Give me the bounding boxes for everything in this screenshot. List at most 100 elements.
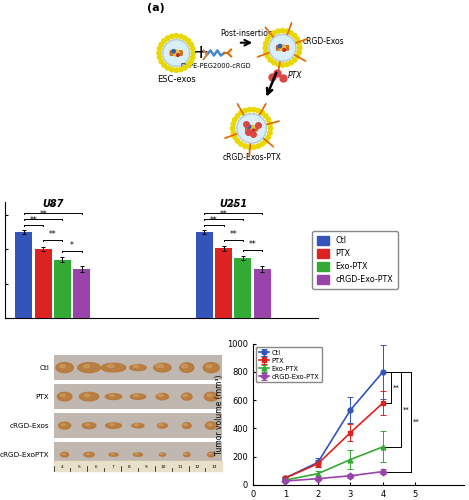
Ellipse shape (57, 392, 72, 401)
Circle shape (231, 130, 235, 135)
FancyBboxPatch shape (246, 126, 257, 130)
Circle shape (247, 145, 251, 150)
Circle shape (159, 42, 164, 46)
Bar (234, 258, 251, 318)
Ellipse shape (135, 424, 138, 426)
Circle shape (289, 60, 293, 65)
Circle shape (233, 135, 237, 140)
Circle shape (189, 42, 193, 46)
Text: PTX: PTX (35, 394, 49, 400)
Ellipse shape (208, 424, 212, 426)
Text: DSPE-PEG2000-cRGD: DSPE-PEG2000-cRGD (180, 64, 251, 70)
Ellipse shape (133, 453, 143, 456)
Circle shape (159, 60, 164, 64)
Circle shape (256, 144, 261, 148)
Ellipse shape (180, 363, 194, 372)
Ellipse shape (136, 453, 138, 454)
Circle shape (268, 58, 272, 62)
Circle shape (178, 68, 183, 72)
Ellipse shape (61, 452, 68, 457)
Circle shape (280, 63, 285, 67)
Bar (215, 248, 232, 318)
Text: 7: 7 (111, 464, 114, 468)
Circle shape (297, 46, 302, 50)
Circle shape (265, 37, 270, 42)
Circle shape (166, 36, 170, 40)
Circle shape (285, 29, 289, 34)
Circle shape (283, 48, 286, 51)
Ellipse shape (182, 393, 192, 400)
Circle shape (157, 51, 161, 55)
Legend: Ctl, PTX, Exo-PTX, cRGD-Exo-PTX: Ctl, PTX, Exo-PTX, cRGD-Exo-PTX (312, 231, 398, 289)
Ellipse shape (134, 394, 138, 396)
Circle shape (237, 114, 266, 143)
Text: U251: U251 (219, 198, 247, 208)
Circle shape (174, 34, 178, 38)
Circle shape (235, 114, 240, 118)
Ellipse shape (203, 362, 219, 372)
Circle shape (264, 114, 268, 118)
FancyBboxPatch shape (277, 46, 288, 50)
Text: **: ** (229, 230, 237, 239)
Text: cRGD-ExoPTX: cRGD-ExoPTX (0, 452, 49, 458)
Ellipse shape (130, 394, 145, 400)
Circle shape (276, 62, 280, 66)
Text: 4: 4 (61, 464, 63, 468)
Circle shape (166, 66, 170, 70)
Ellipse shape (84, 452, 94, 457)
Ellipse shape (154, 364, 171, 372)
Circle shape (182, 36, 187, 40)
Text: cRGD-Exos-PTX: cRGD-Exos-PTX (222, 154, 281, 162)
Text: **: ** (413, 418, 419, 424)
Circle shape (190, 55, 195, 60)
Bar (53, 461, 222, 471)
Circle shape (285, 62, 289, 66)
Text: Ctl: Ctl (39, 364, 49, 370)
Circle shape (162, 38, 166, 43)
Bar (53, 355, 222, 380)
Circle shape (289, 31, 293, 35)
Circle shape (266, 118, 271, 122)
Ellipse shape (108, 364, 114, 368)
Bar (254, 268, 271, 318)
Bar (53, 442, 222, 468)
Circle shape (280, 45, 286, 51)
Text: PTX: PTX (287, 71, 302, 80)
Ellipse shape (159, 453, 166, 456)
Text: U87: U87 (42, 198, 63, 208)
Ellipse shape (83, 422, 96, 428)
Circle shape (266, 135, 271, 140)
Circle shape (158, 55, 162, 60)
Ellipse shape (207, 394, 212, 396)
Ellipse shape (129, 364, 146, 370)
Circle shape (163, 40, 189, 66)
Ellipse shape (132, 424, 144, 428)
Ellipse shape (205, 422, 217, 429)
Text: cRGD-Exos: cRGD-Exos (9, 422, 49, 428)
Text: 13: 13 (211, 464, 217, 468)
Text: cRGD-Exos: cRGD-Exos (303, 36, 345, 46)
Ellipse shape (183, 424, 187, 426)
Circle shape (173, 50, 179, 56)
Text: **: ** (49, 203, 57, 212)
Text: **: ** (49, 230, 57, 239)
Circle shape (176, 54, 179, 56)
Text: 10: 10 (160, 464, 166, 468)
Circle shape (265, 54, 270, 58)
Circle shape (243, 144, 247, 148)
Circle shape (256, 108, 261, 113)
Text: 11: 11 (177, 464, 183, 468)
Ellipse shape (56, 362, 73, 372)
Text: (a): (a) (147, 4, 165, 14)
Text: **: ** (229, 203, 237, 212)
Circle shape (278, 44, 282, 48)
Ellipse shape (101, 364, 126, 372)
Text: 6: 6 (94, 464, 97, 468)
Circle shape (292, 58, 297, 62)
Circle shape (247, 125, 251, 128)
Circle shape (295, 54, 300, 58)
Ellipse shape (110, 394, 114, 396)
Circle shape (162, 63, 166, 68)
FancyBboxPatch shape (170, 51, 182, 55)
Text: **: ** (30, 216, 38, 224)
